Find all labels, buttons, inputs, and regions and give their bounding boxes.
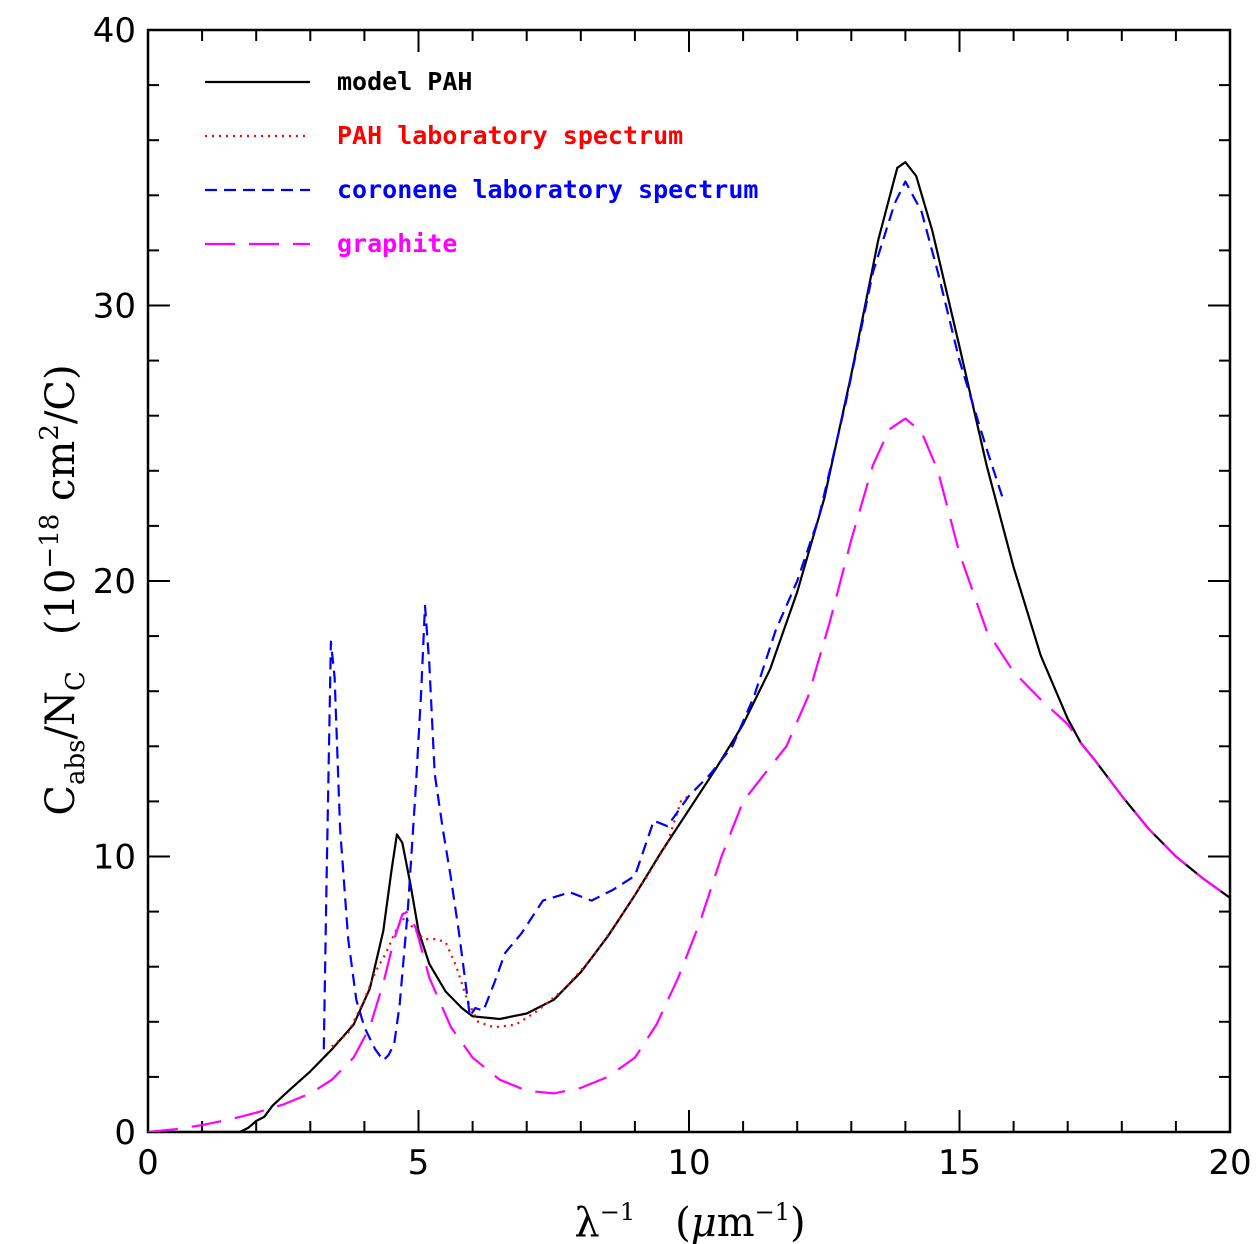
y-tick-label: 20	[93, 562, 136, 602]
x-axis-label-sup1: −1	[600, 1198, 635, 1226]
legend-label-3: graphite	[337, 229, 457, 258]
x-axis-label-mu: μ	[691, 1200, 717, 1244]
y-axis-label-sup1: −18	[35, 514, 65, 569]
legend-label-0: model PAH	[337, 67, 472, 96]
x-tick-label: 10	[667, 1143, 710, 1183]
y-axis-label-n: N	[38, 691, 84, 726]
x-axis-label-sup2: −1	[755, 1198, 790, 1226]
y-tick-label: 10	[93, 838, 136, 878]
y-tick-label: 0	[114, 1113, 136, 1153]
y-axis-label-sub1: abs	[61, 739, 91, 785]
x-axis-label-unit-open: (	[675, 1200, 691, 1244]
tick-labels: 0 5 10 15 20 0 10 20 30 40	[93, 11, 1252, 1183]
series-lines	[148, 161, 1230, 1132]
series-line-3	[148, 417, 1230, 1132]
series-line-2	[322, 180, 1004, 1062]
x-tick-label: 20	[1208, 1143, 1251, 1183]
y-axis-label-unit1: (10	[38, 569, 84, 636]
y-tick-label: 30	[93, 287, 136, 327]
y-axis-label-unit3: /C)	[38, 364, 84, 424]
y-axis-label: Cabs/NC(10−18 cm2/C)	[35, 364, 91, 815]
series-line-0	[148, 161, 1230, 1132]
x-tick-label: 15	[938, 1143, 981, 1183]
y-axis-label-c: C	[38, 785, 84, 816]
y-axis-label-slash: /	[38, 725, 84, 739]
x-tick-label: 5	[408, 1143, 430, 1183]
y-axis-label-sup2: 2	[35, 424, 65, 441]
axis-ticks	[147, 29, 1231, 1133]
y-axis-label-unit2: cm	[38, 441, 84, 514]
y-tick-label: 40	[93, 11, 136, 51]
x-axis-label-base: λ	[574, 1200, 599, 1244]
y-axis-label-sub2: C	[61, 671, 91, 691]
series-line-1	[331, 794, 690, 1048]
x-tick-label: 0	[137, 1143, 159, 1183]
x-axis-label: λ−1 (μm−1)	[574, 1198, 805, 1244]
legend-label-2: coronene laboratory spectrum	[337, 175, 758, 204]
legend: model PAH PAH laboratory spectrum coronene…	[205, 67, 758, 258]
x-axis-label-unit-close: )	[790, 1200, 806, 1244]
legend-label-1: PAH laboratory spectrum	[337, 121, 683, 150]
x-axis-label-m: m	[717, 1200, 755, 1244]
